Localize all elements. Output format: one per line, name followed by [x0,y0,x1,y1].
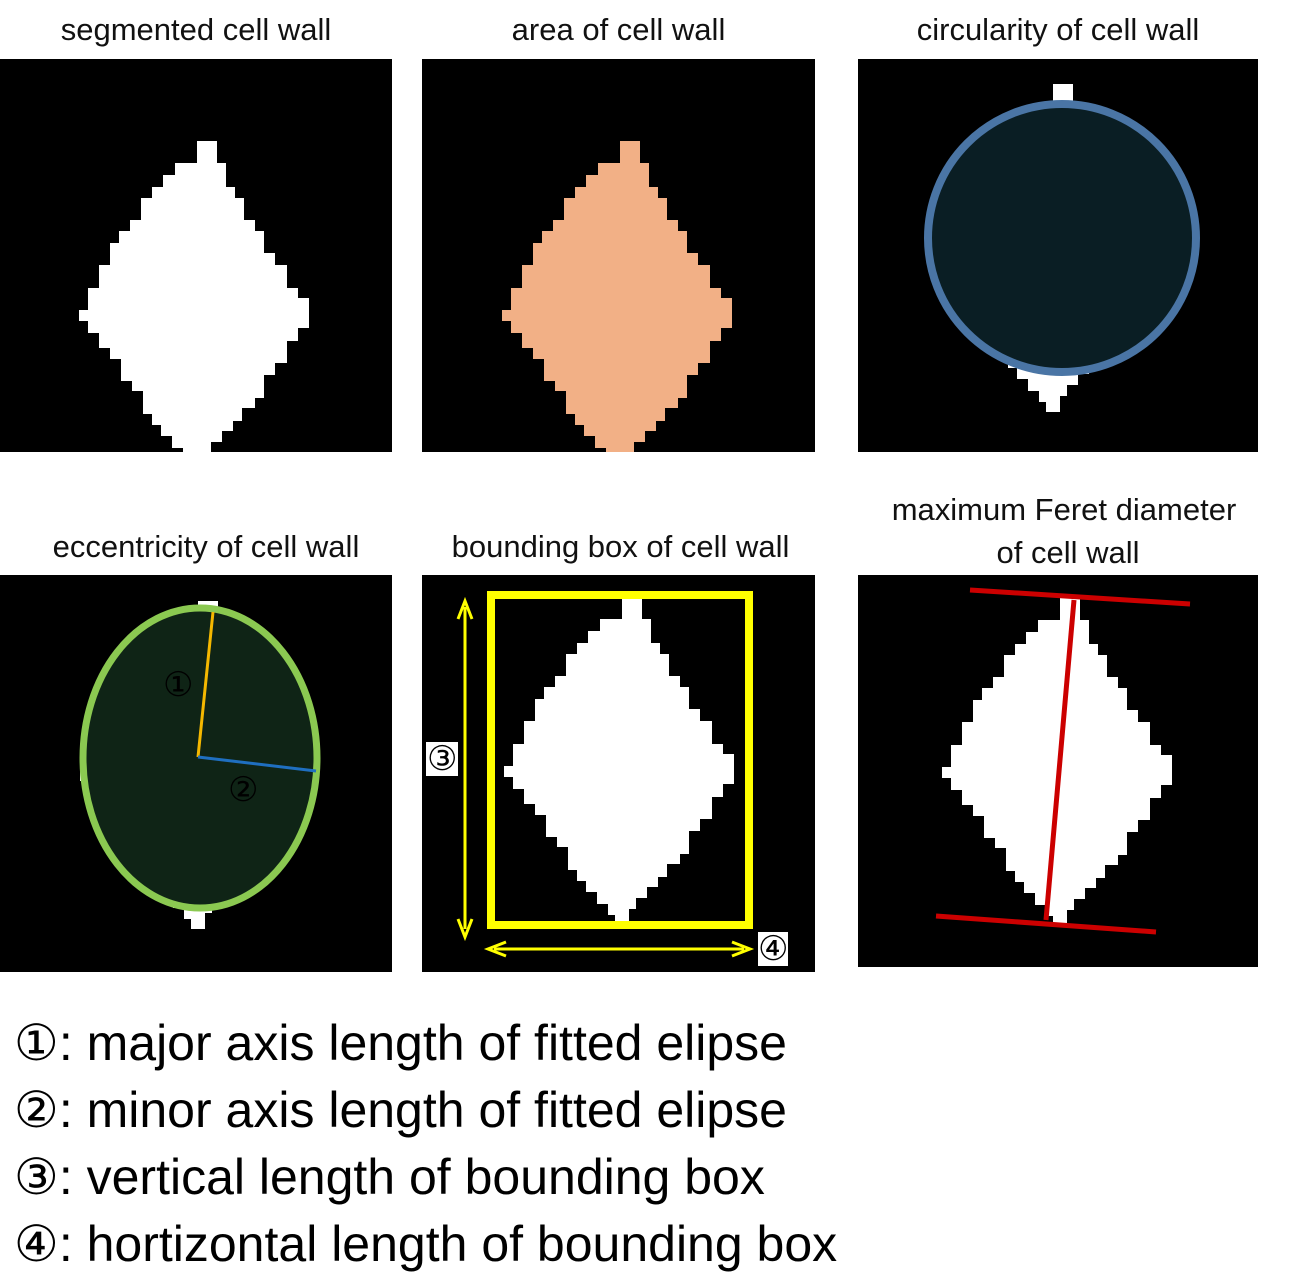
vertical-length-marker: ③ [426,740,459,778]
bounding-box-panel: ③ ④ [422,575,815,972]
panel-title-bounding: bounding box of cell wall [451,529,790,564]
major-axis-marker: ① [163,666,194,704]
feret-image [935,587,1191,935]
panel-title-segmented: segmented cell wall [60,12,332,47]
panel-title-circularity: circularity of cell wall [916,12,1200,47]
legend-text-3: : vertical length of bounding box [58,1149,765,1205]
eccentricity-image [79,601,321,929]
bounding-box-image [456,591,755,958]
feret-caliper-bottom [935,913,1157,935]
major-axis-line [196,611,215,758]
bounding-cell-shape [504,597,734,925]
feret-diameter-line [1043,599,1077,921]
circularity-image [924,84,1200,412]
panel-title-feret-line2: of cell wall [996,535,1140,570]
fitted-ellipse [79,604,321,912]
legend-text-2: : minor axis length of fitted elipse [58,1082,787,1138]
legend-row-horizontal-length: ④: hortizontal length of bounding box [14,1211,837,1278]
circularity-panel [858,59,1258,452]
feret-caliper-top [969,587,1191,607]
legend-text-1: : major axis length of fitted elipse [58,1015,787,1071]
feret-panel [858,575,1258,967]
segmented-cell-shape [79,141,309,452]
panel-title-eccentricity: eccentricity of cell wall [52,529,360,564]
legend-row-major-axis: ①: major axis length of fitted elipse [14,1010,837,1077]
minor-axis-marker: ② [228,771,259,809]
legend-marker-4: ④ [14,1216,59,1272]
fitted-circle-fill [928,104,1196,372]
minor-axis-line [197,755,317,773]
panel-title-feret-line1: maximum Feret diameter [891,492,1237,527]
fitted-circle [924,100,1200,376]
legend-row-vertical-length: ③: vertical length of bounding box [14,1144,837,1211]
legend-marker-3: ③ [14,1149,59,1205]
horizontal-arrow-head-left [483,940,507,958]
segmented-cell-image [79,141,309,452]
legend: ①: major axis length of fitted elipse ②:… [14,1010,837,1278]
legend-text-4: : hortizontal length of bounding box [58,1216,838,1272]
segmented-cell-panel [0,59,392,452]
horizontal-arrow-head-right [731,940,755,958]
bounding-box [487,591,753,929]
legend-marker-1: ① [14,1015,59,1071]
vertical-arrow-head-top [456,596,474,620]
legend-row-minor-axis: ②: minor axis length of fitted elipse [14,1077,837,1144]
vertical-arrow-head-bottom [456,918,474,942]
eccentricity-panel: ① ② [0,575,392,972]
area-panel [422,59,815,452]
panel-title-area: area of cell wall [511,12,726,47]
area-cell-shape [502,141,732,452]
feret-cell-shape [942,598,1172,926]
area-cell-image [502,141,732,452]
legend-marker-2: ② [14,1082,59,1138]
horizontal-length-marker: ④ [758,930,789,968]
